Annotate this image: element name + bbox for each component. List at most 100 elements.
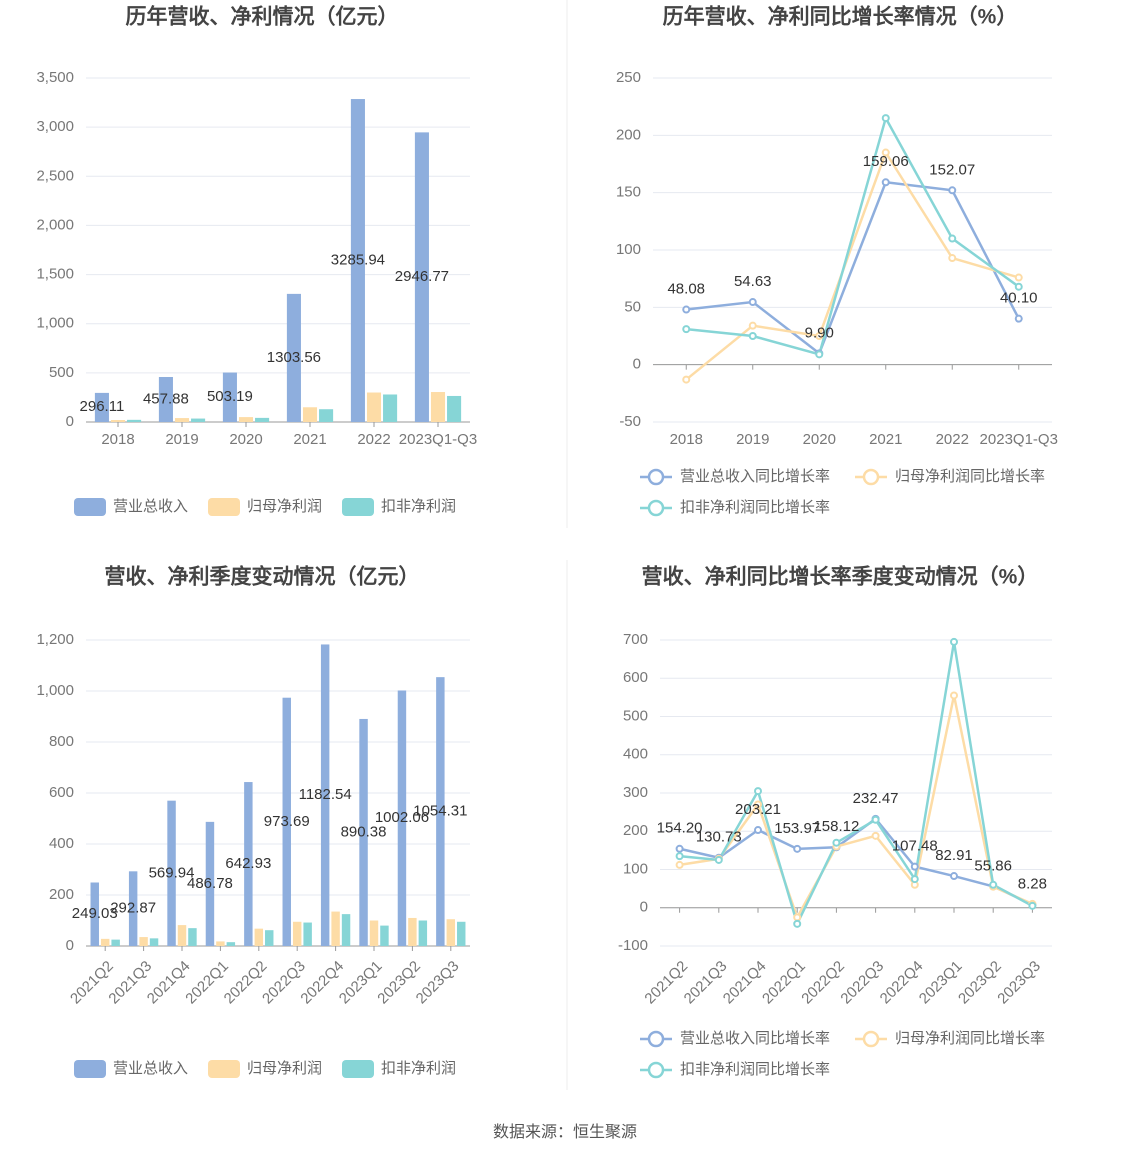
y-tick-label: 0 <box>66 413 74 430</box>
point <box>793 919 802 928</box>
point <box>910 862 919 871</box>
point <box>682 305 691 314</box>
bar <box>457 921 466 946</box>
x-tick-label: 2022Q4 <box>877 958 927 1008</box>
data-label: 642.93 <box>225 855 271 872</box>
data-label: 152.07 <box>929 161 975 178</box>
x-tick-label: 2021Q4 <box>720 958 770 1008</box>
x-tick-label: 2020 <box>229 431 262 448</box>
bar <box>302 407 318 422</box>
data-label: 973.69 <box>264 813 310 830</box>
bar <box>244 782 253 946</box>
y-tick-label: 200 <box>616 126 641 143</box>
bar <box>418 920 428 946</box>
x-tick-label: 2023Q3 <box>994 958 1044 1008</box>
bar <box>331 911 340 946</box>
legend-label: 扣非净利润 <box>381 498 456 515</box>
data-label: 1002.06 <box>375 809 429 826</box>
line <box>679 817 1033 906</box>
x-tick-label: 2023Q1-Q3 <box>980 431 1058 448</box>
x-tick-label: 2021Q2 <box>641 958 691 1008</box>
bar <box>397 690 407 946</box>
bar <box>369 920 379 946</box>
data-label: 503.19 <box>207 388 253 405</box>
y-tick-label: -100 <box>618 937 648 954</box>
bar <box>110 420 126 422</box>
legend-dot <box>862 1030 880 1048</box>
point <box>754 800 762 809</box>
bar <box>238 417 254 422</box>
legend-swatch <box>208 1060 240 1078</box>
y-tick-label: 0 <box>66 937 74 954</box>
legend-swatch <box>74 498 106 516</box>
bar <box>100 938 110 946</box>
legend-label: 营业总收入同比增长率 <box>680 1030 830 1047</box>
data-label: 1182.54 <box>299 786 352 803</box>
point <box>832 838 841 847</box>
bar <box>177 925 187 946</box>
x-tick-label: 2023Q3 <box>413 958 463 1008</box>
bar <box>139 937 148 946</box>
bar <box>254 928 264 946</box>
point <box>1028 901 1037 910</box>
bar <box>380 925 389 946</box>
bar <box>188 928 197 946</box>
data-label: 3285.94 <box>331 251 385 268</box>
y-tick-label: 500 <box>623 707 648 724</box>
chart-title: 历年营收、净利情况（亿元） <box>126 5 399 29</box>
legend-label: 归母净利润同比增长率 <box>895 468 1045 485</box>
point <box>714 855 723 864</box>
data-label: 203.21 <box>735 801 781 818</box>
data-label: 296.11 <box>80 398 125 415</box>
bar <box>303 922 312 946</box>
bar <box>282 697 291 946</box>
line <box>679 641 1033 928</box>
legend-dot <box>647 468 665 486</box>
legend-label: 归母净利润 <box>247 1060 322 1077</box>
point <box>950 691 958 700</box>
point <box>1014 282 1023 291</box>
point <box>1014 273 1023 282</box>
y-tick-label: 300 <box>623 784 648 801</box>
point <box>871 831 880 840</box>
data-label: 159.06 <box>863 153 909 170</box>
data-label: 153.97 <box>774 820 820 837</box>
legend-swatch <box>342 1060 374 1078</box>
point <box>675 852 684 861</box>
bar <box>149 938 159 946</box>
y-tick-label: -50 <box>619 413 641 430</box>
legend-label: 归母净利润 <box>247 498 322 515</box>
y-tick-label: 1,000 <box>36 315 74 332</box>
x-tick-label: 2023Q1 <box>916 958 966 1008</box>
bar <box>222 372 237 422</box>
point <box>682 375 691 384</box>
y-tick-label: 100 <box>623 860 648 877</box>
y-tick-label: 50 <box>624 298 641 315</box>
point <box>881 178 890 187</box>
point <box>910 875 919 884</box>
legend-swatch <box>74 1060 106 1078</box>
bar <box>128 871 138 946</box>
point <box>948 186 957 195</box>
y-tick-label: 800 <box>49 733 74 750</box>
y-tick-label: 600 <box>623 669 648 686</box>
point <box>754 787 762 796</box>
bar <box>447 395 462 422</box>
chart-title: 历年营收、净利同比增长率情况（%） <box>663 5 1018 29</box>
y-tick-label: 3,000 <box>36 118 74 135</box>
x-tick-label: 2022Q3 <box>837 958 887 1008</box>
data-label: 158.12 <box>813 818 859 835</box>
y-tick-label: 2,000 <box>36 216 74 233</box>
data-label: 82.91 <box>935 847 973 864</box>
data-label: 2946.77 <box>395 268 449 285</box>
point <box>754 826 762 835</box>
legend-label: 营业总收入 <box>113 498 188 515</box>
point <box>675 844 684 853</box>
y-tick-label: 100 <box>616 241 641 258</box>
legend-dot <box>647 499 665 517</box>
point <box>675 860 684 869</box>
line <box>686 114 1020 356</box>
point <box>682 325 691 334</box>
legend-dot <box>862 468 880 486</box>
